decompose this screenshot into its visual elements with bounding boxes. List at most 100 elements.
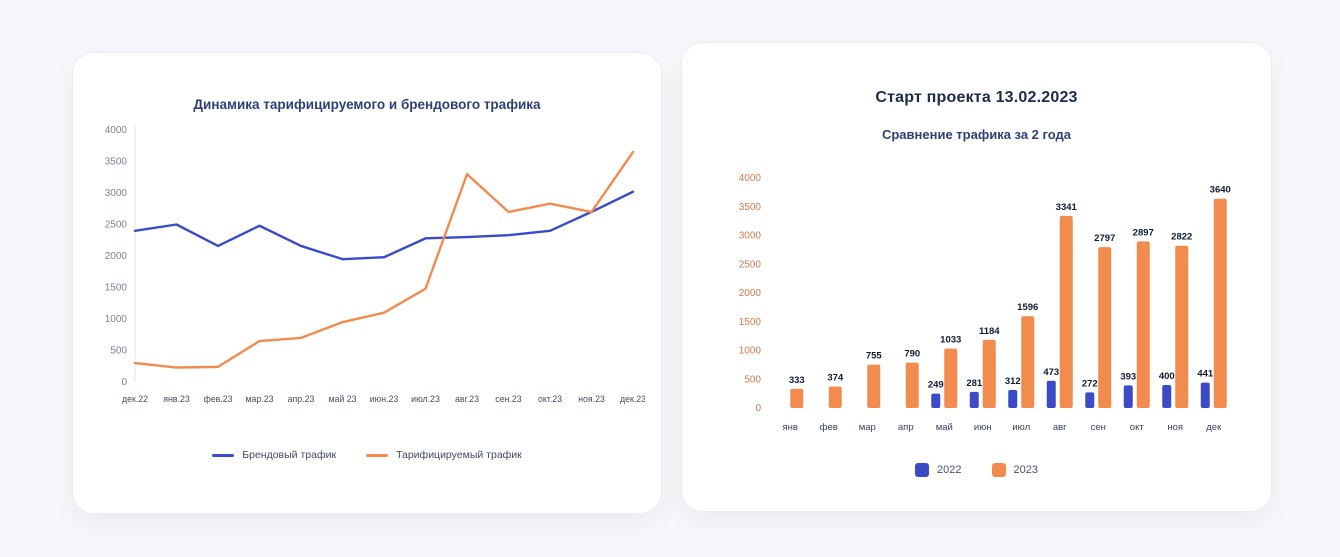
- y-tick-label: 3500: [105, 157, 128, 168]
- x-tick-label: июл: [1012, 422, 1030, 433]
- bar-chart-legend: 2022 2023: [915, 463, 1038, 477]
- bar-2022: [1161, 385, 1171, 408]
- bar-value-label: 3640: [1209, 185, 1230, 196]
- bar-2022: [969, 391, 979, 408]
- billed-traffic-swatch: [366, 453, 389, 457]
- bar-2023: [828, 386, 842, 408]
- x-tick-label: июл.23: [411, 394, 440, 404]
- x-tick-label: авг: [1052, 422, 1066, 433]
- x-tick-label: май 23: [328, 394, 356, 404]
- legend-label: Тарифицируемый трафик: [396, 449, 522, 461]
- bar-value-label: 2797: [1094, 233, 1115, 244]
- bar-2022: [1046, 380, 1056, 408]
- bar-2023: [1020, 316, 1034, 408]
- y-tick-label: 0: [755, 403, 761, 414]
- legend-item-branded-traffic: Брендовый трафик: [212, 449, 336, 461]
- bar-value-label: 1184: [978, 326, 999, 337]
- bar-value-label: 393: [1120, 371, 1136, 382]
- legend-label: 2023: [1013, 464, 1038, 476]
- bar-2023: [1174, 245, 1188, 408]
- bar-2022: [1123, 385, 1133, 408]
- bar-value-label: 272: [1081, 378, 1097, 389]
- branded-traffic-swatch: [212, 453, 235, 457]
- y-tick-label: 2000: [738, 288, 761, 299]
- bar-2023: [1213, 198, 1227, 408]
- y-tick-label: 500: [744, 374, 761, 385]
- bar-2022: [1200, 382, 1210, 408]
- x-tick-label: июн.23: [370, 394, 399, 404]
- line-chart-title: Динамика тарифицируемого и брендового тр…: [193, 97, 541, 112]
- bar-2022: [1007, 390, 1017, 408]
- bar-value-label: 2822: [1171, 232, 1192, 243]
- x-tick-label: дек: [1206, 422, 1222, 433]
- bar-2023: [943, 348, 957, 408]
- bar-chart-card: Старт проекта 13.02.2023 Сравнение трафи…: [681, 42, 1272, 512]
- y-tick-label: 500: [110, 346, 127, 357]
- x-tick-label: сен.23: [495, 394, 521, 404]
- x-tick-label: авг.23: [455, 394, 479, 404]
- x-tick-label: июн: [973, 422, 991, 433]
- bar-2023: [866, 364, 880, 408]
- y-tick-label: 4000: [738, 173, 761, 184]
- line-chart-svg: 0 500 1000 1500 2000 2500 3000 3500 4000 дек.22 ян…: [105, 125, 646, 404]
- legend-item-2022: 2022: [915, 463, 962, 477]
- x-tick-label: окт.23: [538, 394, 562, 404]
- bar-value-label: 312: [1004, 376, 1020, 387]
- line-chart-legend: Брендовый трафик Тарифицируемый трафик: [212, 449, 522, 461]
- bar-2022: [1084, 392, 1094, 408]
- bar-value-label: 1033: [940, 335, 961, 346]
- y-tick-label: 2500: [105, 220, 128, 231]
- bar-value-label: 374: [827, 372, 844, 383]
- x-tick-label: апр: [897, 422, 913, 433]
- bar-2023: [789, 388, 803, 408]
- y-tick-label: 4000: [105, 125, 128, 136]
- bar-value-label: 249: [927, 380, 943, 391]
- y-tick-label: 1500: [105, 283, 128, 294]
- bar-value-label: 755: [865, 351, 882, 362]
- y-tick-label: 1500: [738, 317, 761, 328]
- bar-value-label: 333: [788, 375, 804, 386]
- y-tick-label: 1000: [105, 314, 128, 325]
- bar-value-label: 441: [1197, 369, 1214, 380]
- y-tick-label: 2000: [105, 251, 128, 262]
- bar-value-label: 473: [1043, 367, 1059, 378]
- bar-value-label: 1596: [1017, 302, 1038, 313]
- bar-value-label: 281: [966, 378, 983, 389]
- legend-item-2023: 2023: [991, 463, 1038, 477]
- x-tick-label: окт: [1129, 422, 1144, 433]
- x-tick-label: янв: [782, 422, 797, 433]
- y-tick-label: 3500: [738, 202, 761, 213]
- x-tick-label: сен: [1090, 422, 1105, 433]
- x-tick-label: фев.23: [203, 394, 232, 404]
- x-tick-label: ноя: [1167, 422, 1183, 433]
- year-2022-swatch: [915, 463, 930, 477]
- y-tick-label: 3000: [105, 188, 128, 199]
- y-tick-label: 0: [121, 377, 127, 388]
- x-tick-label: май: [935, 422, 952, 433]
- bar-chart-canvas: 0 500 1000 1500 2000 2500 3000 3500 4000 янв фев ма…: [707, 150, 1247, 461]
- bar-value-label: 3341: [1055, 202, 1077, 213]
- line-series: [133, 190, 635, 261]
- bar-chart-title: Старт проекта 13.02.2023: [875, 89, 1078, 106]
- bar-value-label: 790: [904, 349, 920, 360]
- x-tick-label: дек.22: [122, 394, 148, 404]
- year-2023-swatch: [991, 463, 1006, 477]
- x-tick-label: апр.23: [288, 394, 315, 404]
- y-tick-label: 1000: [738, 346, 761, 357]
- bar-2022: [930, 393, 940, 408]
- bar-2023: [905, 362, 919, 408]
- x-tick-label: янв.23: [163, 394, 190, 404]
- x-tick-label: ноя.23: [578, 394, 605, 404]
- line-series: [133, 150, 635, 369]
- bar-chart-svg: 0 500 1000 1500 2000 2500 3000 3500 4000 янв фев ма…: [738, 173, 1230, 433]
- bar-2023: [982, 339, 996, 408]
- bar-chart-subtitle: Сравнение трафика за 2 года: [881, 127, 1072, 142]
- legend-label: Брендовый трафик: [242, 449, 337, 461]
- x-tick-label: мар.23: [245, 394, 273, 404]
- line-chart-canvas: 0 500 1000 1500 2000 2500 3000 3500 4000 дек.22 ян…: [89, 120, 646, 447]
- bar-value-label: 2897: [1132, 227, 1153, 238]
- line-chart-card: Динамика тарифицируемого и брендового тр…: [72, 52, 662, 514]
- bar-2023: [1097, 247, 1111, 408]
- legend-item-billed-traffic: Тарифицируемый трафик: [366, 449, 522, 461]
- x-tick-label: фев: [819, 422, 837, 433]
